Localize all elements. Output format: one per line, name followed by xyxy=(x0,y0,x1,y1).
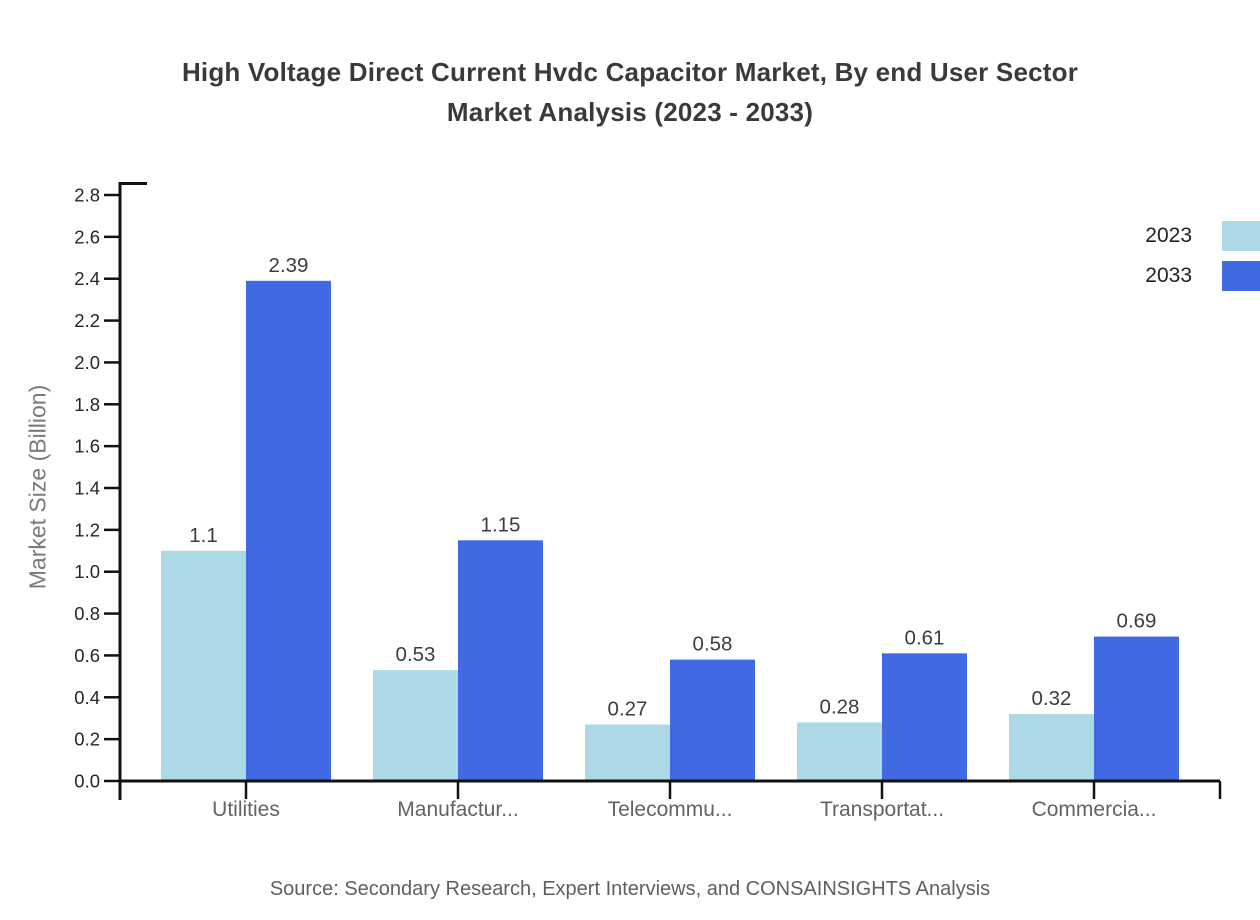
y-axis-title: Market Size (Billion) xyxy=(24,384,51,590)
chart-title-line-2: Market Analysis (2023 - 2033) xyxy=(446,97,814,127)
bar-2023-transportat[interactable] xyxy=(797,722,882,781)
y-axis-tick-label: 1.4 xyxy=(74,478,100,499)
bar-value-label: 1.15 xyxy=(481,513,521,536)
y-axis-tick-label: 1.2 xyxy=(74,519,100,540)
bar-value-label: 0.28 xyxy=(820,695,860,718)
bar-value-label: 0.27 xyxy=(608,697,648,720)
y-axis-tick-label: 0.8 xyxy=(74,603,100,624)
y-axis-tick-label: 0.0 xyxy=(74,771,100,792)
legend-swatch-2023 xyxy=(1222,221,1260,251)
bar-2033-utilities[interactable] xyxy=(246,280,331,781)
bar-2033-transportat[interactable] xyxy=(882,653,967,781)
legend-swatch-2033 xyxy=(1222,261,1260,291)
bar-2023-telecommu[interactable] xyxy=(585,724,670,781)
bar-2023-manufactur[interactable] xyxy=(373,670,458,781)
x-axis-category-label: Commercia... xyxy=(1032,798,1157,821)
bar-2033-telecommu[interactable] xyxy=(670,659,755,781)
chart-title: High Voltage Direct Current Hvdc Capacit… xyxy=(0,52,1260,132)
y-axis-tick-label: 0.2 xyxy=(74,729,100,750)
bar-value-label: 0.69 xyxy=(1117,610,1157,633)
bar-2033-commercia[interactable] xyxy=(1094,636,1179,781)
y-axis-tick-label: 1.0 xyxy=(74,561,100,582)
y-axis-tick-label: 2.2 xyxy=(74,310,100,331)
x-axis-category-label: Telecommu... xyxy=(608,798,733,821)
legend-item-2033[interactable]: 2033 xyxy=(1145,261,1260,291)
y-axis-tick-label: 2.4 xyxy=(74,268,100,289)
y-axis-tick-label: 2.0 xyxy=(74,352,100,373)
bar-value-label: 2.39 xyxy=(269,254,309,277)
legend-item-2023[interactable]: 2023 xyxy=(1145,221,1260,251)
source-text: Source: Secondary Research, Expert Inter… xyxy=(269,878,991,900)
bar-2033-manufactur[interactable] xyxy=(458,540,543,781)
x-axis-category-label: Utilities xyxy=(212,798,280,821)
x-axis-category-label: Transportat... xyxy=(820,798,944,821)
legend-label-2033: 2033 xyxy=(1145,264,1192,287)
y-axis-tick-label: 0.4 xyxy=(74,687,100,708)
y-axis-tick-label: 0.6 xyxy=(74,645,100,666)
bar-value-label: 0.58 xyxy=(693,633,733,656)
y-axis-tick-label: 1.6 xyxy=(74,436,100,457)
legend-label-2023: 2023 xyxy=(1145,224,1192,247)
bar-value-label: 0.32 xyxy=(1032,687,1072,710)
bar-2023-commercia[interactable] xyxy=(1009,714,1094,781)
bar-value-label: 0.53 xyxy=(396,643,436,666)
bar-value-label: 0.61 xyxy=(905,626,945,649)
y-axis-tick-label: 2.6 xyxy=(74,226,100,247)
x-axis-category-label: Manufactur... xyxy=(397,798,518,821)
y-axis-tick-label: 2.8 xyxy=(74,185,100,206)
bar-value-label: 1.1 xyxy=(189,524,218,547)
chart-title-line-1: High Voltage Direct Current Hvdc Capacit… xyxy=(181,57,1079,87)
y-axis-tick-label: 1.8 xyxy=(74,394,100,415)
legend: 2023 2033 xyxy=(1145,221,1260,291)
bar-2023-utilities[interactable] xyxy=(161,550,246,781)
